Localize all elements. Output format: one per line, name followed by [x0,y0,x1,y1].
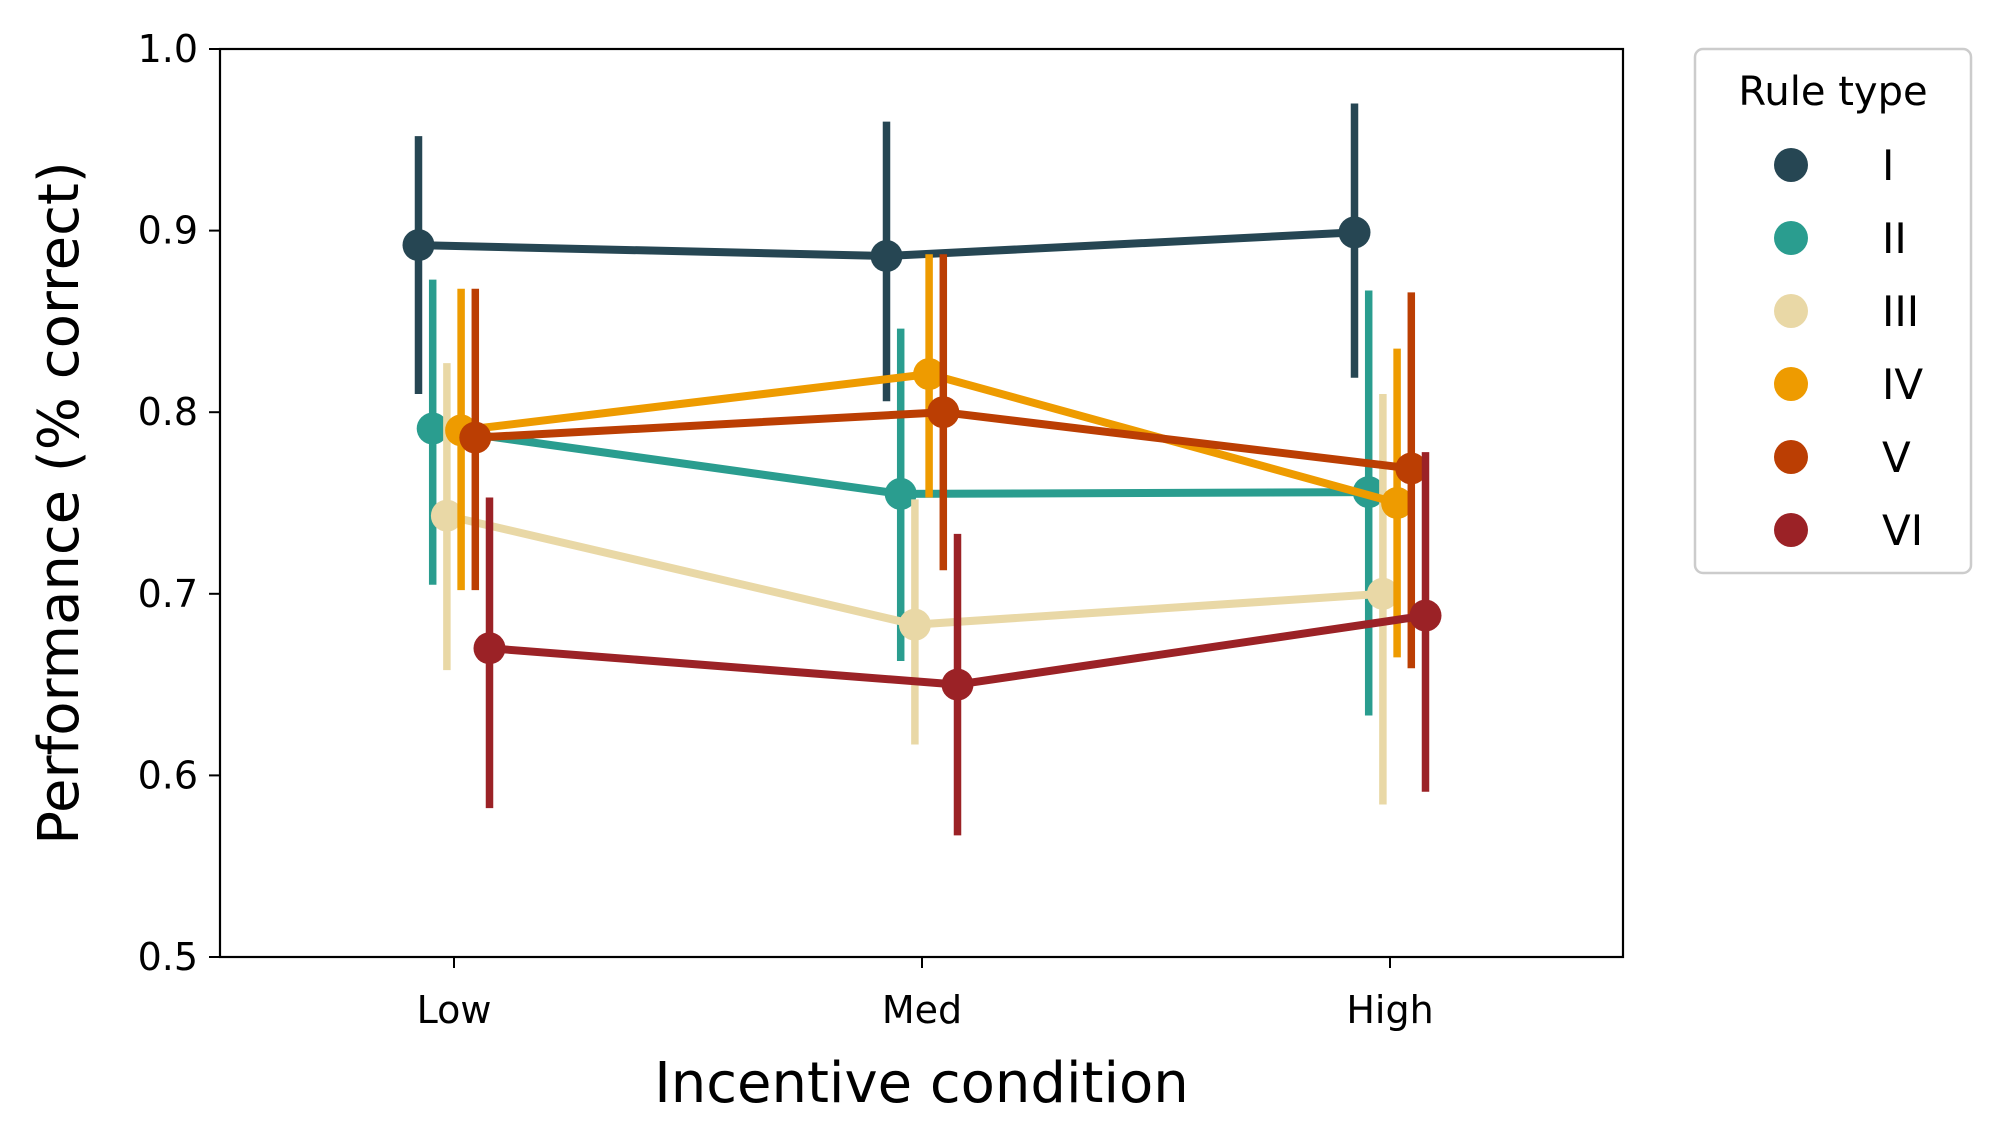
data-point [927,396,960,429]
data-point [898,608,931,641]
data-point [913,358,946,391]
legend-marker [1774,367,1808,401]
data-point [430,499,463,532]
series-V [459,254,1428,669]
data-point [416,412,449,445]
data-point [402,229,435,262]
y-tick-label: 0.7 [138,572,198,616]
legend-marker [1774,294,1808,328]
y-tick-label: 0.6 [138,753,198,797]
legend-title: Rule type [1738,69,1927,115]
data-point [1409,599,1442,632]
data-point [884,477,917,510]
data-point [1338,216,1371,249]
legend-marker [1774,440,1808,474]
legend-marker [1774,148,1808,182]
data-point [1381,487,1414,519]
data-point [1395,452,1428,485]
y-axis-label: Performance (% correct) [27,161,92,844]
legend-label: II [1882,214,1907,263]
x-tick-label: Med [882,988,962,1032]
series-IV [445,254,1414,658]
data-point [870,240,903,273]
data-point [941,668,974,701]
legend-label: V [1882,433,1911,482]
series-VI [473,452,1442,836]
x-axis-label: Incentive condition [654,1051,1189,1116]
legend-box [1693,47,1973,575]
plot-area: 0.5 0.6 0.7 0.8 0.9 1.0 Low Med High Incentive co… [27,27,1625,1116]
legend-marker [1774,221,1808,255]
legend-label: I [1882,141,1894,190]
data-point [473,632,506,665]
x-tick-label: High [1346,988,1433,1032]
y-tick-label: 0.8 [138,390,198,434]
y-tick-label: 0.5 [138,935,198,979]
y-tick-label: 1.0 [138,27,198,71]
y-tick-label: 0.9 [138,209,198,253]
legend-label: IV [1882,360,1923,409]
x-tick-label: Low [417,988,492,1032]
legend-label: III [1882,287,1919,336]
legend-marker [1774,513,1808,547]
data-point [459,421,492,454]
series-I [402,103,1371,402]
legend-label: VI [1882,506,1923,555]
data-point [1366,577,1399,610]
